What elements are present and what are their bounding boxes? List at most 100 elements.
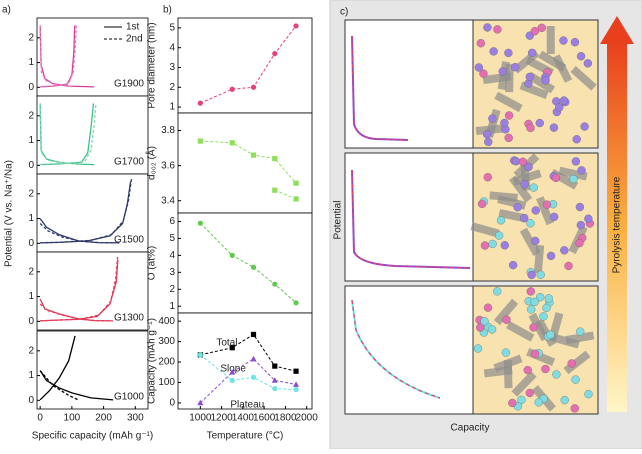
y-tick-label: 3 [169,267,175,278]
sphere [508,398,517,408]
sphere [526,219,535,228]
y-axis-label: Potential (V vs. Na⁺/Na) [4,160,15,267]
graphite-sheet [494,91,523,113]
sphere [570,38,580,47]
series-line [40,25,77,88]
sphere [575,202,585,212]
schematic-curve [351,35,409,141]
panel-label: b) [163,5,172,16]
schematic-x-label: Capacity [451,423,490,434]
graphite-sheet [512,169,542,186]
y-tick-label: 0 [28,395,34,406]
y-tick-label: 5 [169,233,175,244]
sphere [474,63,483,72]
point [229,345,235,351]
y-axis-label: d₀₀₂ (Å) [145,146,158,180]
plot-frame [177,312,313,410]
y-tick-label: 5 [169,23,175,34]
sphere [488,239,497,249]
sphere [518,157,528,166]
y-tick-label: 2 [28,110,34,121]
sphere [560,246,569,255]
sphere [544,294,553,303]
sphere [530,297,539,307]
point [197,352,203,358]
sphere [572,135,581,144]
plot-frame [177,112,313,214]
sphere [493,25,502,34]
point [272,385,278,392]
y-tick-label: 2 [28,188,34,199]
sphere [583,59,592,68]
y-tick-label: 1 [28,370,34,381]
sphere [504,133,513,143]
graphite-sheet [493,298,519,326]
graphite-sheet [470,222,500,238]
sphere [473,344,483,353]
sphere [494,231,504,240]
series-line [39,335,76,401]
sphere [569,174,578,184]
point [229,86,235,92]
graphite-sheet [546,25,555,54]
y-axis-label: O (at%) [147,246,158,280]
sphere [529,323,538,332]
sphere [527,270,536,280]
sphere [477,199,487,209]
y-tick-label: 1 [169,301,175,312]
x-tick-label: 1600 [253,413,276,424]
plot-frame [36,17,149,97]
point [271,377,278,383]
y-tick-label: 3 [169,62,175,73]
graphite-sheet [519,227,541,257]
x-axis-label: Temperature (°C) [207,431,284,442]
point [250,355,257,362]
sphere [570,404,579,413]
y-tick-label: 1 [28,213,34,224]
sphere [493,287,502,296]
y-tick-label: 3.8 [161,125,175,136]
point [250,84,257,90]
point [293,368,299,374]
y-tick-label: 0 [28,160,34,171]
graphite-sheet [497,61,511,91]
schematic-plot [344,285,474,415]
x-tick-label: 1200 [210,413,233,424]
x-axis-label: Specific capacity (mAh g⁻¹) [32,431,153,442]
x-tick-label: 100 [64,413,81,424]
sphere [517,395,526,404]
point [293,386,299,393]
subplot-label: G1300 [114,313,144,324]
y-tick-label: 1 [28,291,34,302]
sphere [534,398,543,407]
y-tick-label: 400 [158,316,175,327]
sphere [541,76,550,85]
x-tick-label: 2000 [296,413,319,424]
sphere [536,270,545,279]
sphere [500,241,509,250]
y-tick-label: 3.6 [161,160,175,171]
series-label: Total [216,338,237,349]
graphite-sheet [570,66,597,91]
schematic-particles [470,23,597,413]
point [197,138,203,144]
graphite-sheet [535,318,557,347]
x-tick-label: 200 [95,413,112,424]
y-tick-label: 1 [169,102,175,113]
sphere [551,173,560,183]
sphere [479,69,488,78]
schematic-curve [351,169,471,269]
sphere [575,239,584,248]
y-tick-label: 2 [28,345,34,356]
x-tick-label: 0 [37,413,43,424]
graphite-sheet [489,191,518,202]
point [229,369,236,375]
sphere [531,236,540,246]
point [293,196,299,202]
sphere [502,315,511,324]
sphere [564,261,573,271]
sphere [498,67,507,76]
sphere [529,183,538,192]
graphite-sheet [475,124,505,135]
